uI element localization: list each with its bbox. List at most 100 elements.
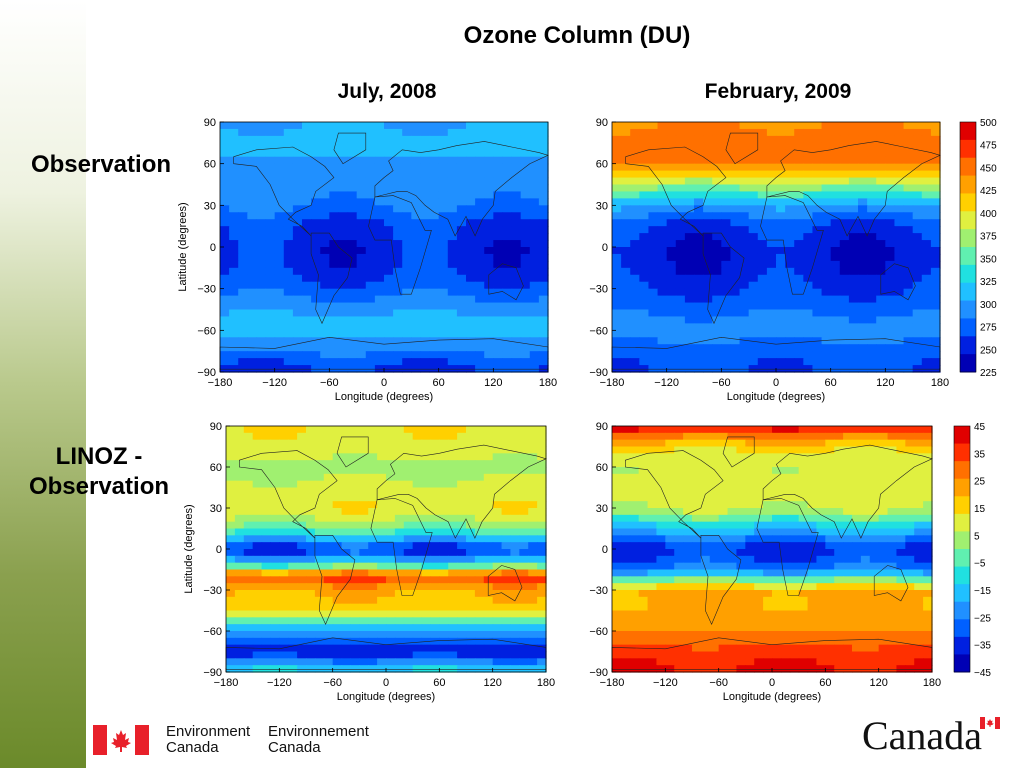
- heatmap-cell: [466, 583, 476, 591]
- x-tick-label: −120: [654, 377, 679, 389]
- heatmap-cell: [292, 309, 303, 318]
- heatmap-cell: [692, 576, 702, 584]
- heatmap-cell: [825, 576, 835, 584]
- heatmap-cell: [736, 494, 746, 502]
- heatmap-cell: [492, 576, 503, 584]
- heatmap-cell: [411, 219, 422, 227]
- heatmap-cell: [359, 480, 369, 489]
- heatmap-cell: [528, 528, 538, 536]
- heatmap-cell: [648, 191, 659, 199]
- heatmap-cell: [338, 295, 349, 304]
- heatmap-cell: [338, 163, 349, 172]
- heatmap-cell: [538, 163, 549, 172]
- heatmap-cell: [420, 323, 431, 331]
- heatmap-cell: [639, 274, 650, 283]
- heatmap-cell: [712, 281, 722, 290]
- heatmap-cell: [657, 191, 668, 199]
- heatmap-cell: [528, 460, 538, 468]
- heatmap-cell: [703, 316, 713, 324]
- heatmap-cell: [638, 439, 649, 448]
- heatmap-cell: [520, 260, 531, 269]
- heatmap-cell: [852, 562, 862, 571]
- heatmap-cell: [412, 590, 423, 598]
- heatmap-cell: [466, 446, 476, 454]
- heatmap-cell: [666, 358, 677, 366]
- heatmap-cell: [297, 508, 307, 516]
- heatmap-cell: [914, 494, 924, 502]
- heatmap-cell: [261, 521, 272, 530]
- heatmap-cell: [288, 617, 298, 625]
- heatmap-cell: [612, 316, 622, 324]
- heatmap-cell: [226, 617, 236, 625]
- heatmap-cell: [377, 460, 387, 468]
- heatmap-cell: [448, 535, 458, 543]
- heatmap-cell: [867, 149, 877, 158]
- heatmap-cell: [448, 644, 458, 653]
- heatmap-cell: [666, 288, 677, 297]
- heatmap-cell: [718, 446, 729, 454]
- heatmap-cell: [930, 316, 941, 324]
- heatmap-cell: [537, 624, 547, 632]
- panel-observation-february: −180 −120 −60 0 60 120 180 90 60 30 0 −30 −60 −90 Long…: [550, 110, 997, 415]
- heatmap-cell: [905, 467, 915, 475]
- y-tick-label: 30: [596, 200, 608, 212]
- heatmap-cell: [712, 142, 722, 151]
- heatmap-cell: [772, 542, 782, 550]
- heatmap-cell: [639, 281, 650, 290]
- heatmap-cell: [252, 494, 263, 502]
- heatmap-cell: [374, 309, 385, 318]
- heatmap-cell: [675, 177, 686, 186]
- heatmap-cell: [748, 323, 759, 331]
- heatmap-cell: [648, 253, 659, 262]
- heatmap-cell: [612, 177, 622, 186]
- heatmap-cell: [694, 302, 704, 311]
- heatmap-cell: [365, 365, 376, 373]
- heatmap-cell: [785, 205, 795, 213]
- heatmap-cell: [803, 177, 814, 186]
- heatmap-cell: [721, 135, 732, 144]
- heatmap-cell: [403, 576, 414, 584]
- heatmap-cell: [876, 267, 886, 276]
- heatmap-cell: [484, 233, 494, 241]
- heatmap-cell: [780, 494, 791, 502]
- heatmap-cell: [921, 135, 932, 144]
- heatmap-cell: [356, 351, 367, 359]
- heatmap-cell: [402, 253, 412, 262]
- heatmap-cell: [757, 156, 768, 165]
- heatmap-cell: [825, 508, 835, 516]
- heatmap-cell: [629, 494, 640, 502]
- heatmap-cell: [323, 603, 334, 612]
- heatmap-cell: [894, 365, 905, 373]
- heatmap-cell: [438, 226, 449, 234]
- heatmap-cell: [501, 583, 512, 591]
- heatmap-cell: [867, 128, 877, 137]
- heatmap-cell: [430, 590, 440, 598]
- heatmap-cell: [766, 288, 777, 297]
- heatmap-cell: [528, 446, 538, 454]
- heatmap-cell: [709, 501, 720, 509]
- heatmap-cell: [229, 344, 239, 352]
- heatmap-cell: [457, 637, 467, 646]
- heatmap-cell: [721, 212, 732, 220]
- heatmap-cell: [311, 135, 321, 144]
- heatmap-cell: [306, 446, 316, 454]
- heatmap-cell: [674, 426, 684, 434]
- heatmap-cell: [612, 535, 622, 543]
- heatmap-cell: [657, 205, 668, 213]
- heatmap-cell: [648, 281, 659, 290]
- heatmap-cell: [332, 432, 343, 441]
- heatmap-cell: [270, 480, 280, 489]
- heatmap-cell: [638, 453, 649, 461]
- coastline: [766, 141, 941, 237]
- heatmap-cell: [721, 358, 732, 366]
- heatmap-cell: [794, 337, 804, 345]
- heatmap-cell: [816, 514, 826, 523]
- heatmap-cell: [475, 163, 485, 172]
- heatmap-cell: [754, 562, 764, 571]
- heatmap-cell: [234, 473, 245, 482]
- heatmap-cell: [350, 460, 360, 468]
- heatmap-cell: [288, 494, 298, 502]
- heatmap-cell: [639, 316, 650, 324]
- heatmap-cell: [279, 508, 289, 516]
- heatmap-cell: [848, 240, 859, 248]
